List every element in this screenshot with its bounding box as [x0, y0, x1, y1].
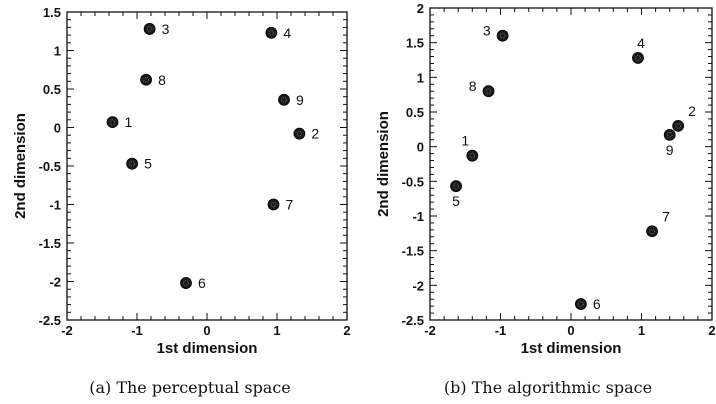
- data-point: [140, 73, 153, 86]
- point-label: 5: [144, 156, 152, 172]
- data-point: [482, 85, 495, 98]
- point-label: 9: [666, 142, 674, 158]
- data-point-texture: [296, 130, 303, 137]
- data-point-texture: [453, 183, 459, 189]
- chart-caption: (b) The algorithmic space: [444, 378, 652, 397]
- point-label: 5: [452, 193, 460, 209]
- data-point-texture: [649, 228, 655, 235]
- data-point: [265, 26, 278, 39]
- y-tick-label: 1: [54, 44, 61, 59]
- point-label: 7: [286, 197, 294, 213]
- data-point-texture: [675, 123, 681, 129]
- data-point: [632, 52, 644, 64]
- y-tick-label: 0.5: [406, 105, 424, 120]
- data-point-texture: [183, 280, 189, 286]
- x-tick-label: -1: [131, 323, 143, 338]
- y-tick-label: 0: [54, 121, 61, 136]
- x-tick-label: 2: [343, 323, 350, 338]
- point-label: 6: [198, 275, 206, 291]
- y-axis-label: 2nd dimension: [12, 113, 29, 219]
- y-tick-label: 0: [417, 140, 424, 155]
- x-axis-label: 1st dimension: [521, 340, 622, 357]
- data-point-texture: [129, 160, 135, 167]
- data-point-texture: [268, 29, 275, 36]
- x-tick-label: 2: [708, 323, 715, 338]
- data-point: [663, 128, 676, 141]
- x-tick-label: 0: [203, 323, 210, 338]
- plot-frame: [66, 11, 348, 321]
- point-label: 3: [483, 23, 491, 39]
- data-point: [496, 29, 509, 42]
- x-tick-label: 1: [638, 323, 645, 338]
- data-point-texture: [635, 55, 641, 61]
- data-point: [180, 277, 192, 289]
- x-axis-label: 1st dimension: [157, 340, 258, 357]
- data-point-texture: [666, 132, 673, 138]
- y-tick-label: -0.5: [39, 159, 61, 174]
- point-label: 2: [688, 103, 696, 119]
- data-point: [672, 119, 685, 132]
- y-tick-label: -2.5: [39, 313, 61, 328]
- point-label: 8: [469, 78, 477, 94]
- data-point-texture: [281, 96, 287, 103]
- data-point: [450, 180, 462, 193]
- data-point-texture: [109, 119, 116, 125]
- data-point-texture: [270, 201, 277, 208]
- x-tick-label: 1: [273, 323, 280, 338]
- data-point: [106, 116, 119, 129]
- data-point-texture: [485, 88, 492, 94]
- y-tick-label: 1.5: [406, 36, 424, 51]
- data-point-texture: [499, 32, 506, 39]
- x-tick-label: 0: [567, 323, 574, 338]
- y-tick-label: 0.5: [43, 82, 61, 97]
- y-tick-label: 1.5: [43, 5, 61, 20]
- x-tick-label: -1: [495, 323, 507, 338]
- data-point: [267, 198, 280, 211]
- y-tick-label: 2: [417, 1, 424, 16]
- x-tick-label: -2: [424, 323, 436, 338]
- x-tick-label: -2: [61, 323, 73, 338]
- y-tick-label: -1.5: [402, 244, 424, 259]
- y-tick-label: -1: [49, 198, 61, 213]
- data-point: [126, 157, 139, 170]
- y-tick-label: -2: [49, 275, 61, 290]
- point-label: 6: [593, 296, 601, 312]
- data-point: [466, 149, 479, 162]
- data-point: [278, 93, 290, 106]
- data-point-texture: [578, 301, 584, 307]
- y-tick-label: -2.5: [402, 313, 424, 328]
- data-point: [646, 225, 658, 238]
- chart-caption: (a) The perceptual space: [89, 378, 291, 397]
- point-label: 3: [162, 21, 170, 37]
- point-label: 1: [461, 133, 469, 149]
- point-label: 4: [637, 35, 645, 51]
- point-label: 9: [296, 92, 304, 108]
- data-point: [143, 23, 156, 35]
- data-point: [293, 127, 306, 140]
- y-axis-label: 2nd dimension: [375, 111, 392, 217]
- y-tick-label: -0.5: [402, 174, 424, 189]
- data-point: [574, 298, 587, 310]
- data-point-texture: [469, 152, 476, 159]
- y-tick-label: -2: [412, 278, 424, 293]
- y-tick-label: -1: [412, 209, 424, 224]
- point-label: 4: [283, 25, 291, 41]
- point-label: 8: [158, 72, 166, 88]
- y-tick-label: 1: [417, 70, 424, 85]
- data-point-texture: [143, 76, 149, 83]
- point-label: 1: [125, 114, 133, 130]
- data-point-texture: [146, 26, 153, 32]
- plot-frame: [429, 7, 713, 321]
- y-tick-label: -1.5: [39, 236, 61, 251]
- point-label: 7: [662, 208, 670, 224]
- point-label: 2: [311, 126, 319, 142]
